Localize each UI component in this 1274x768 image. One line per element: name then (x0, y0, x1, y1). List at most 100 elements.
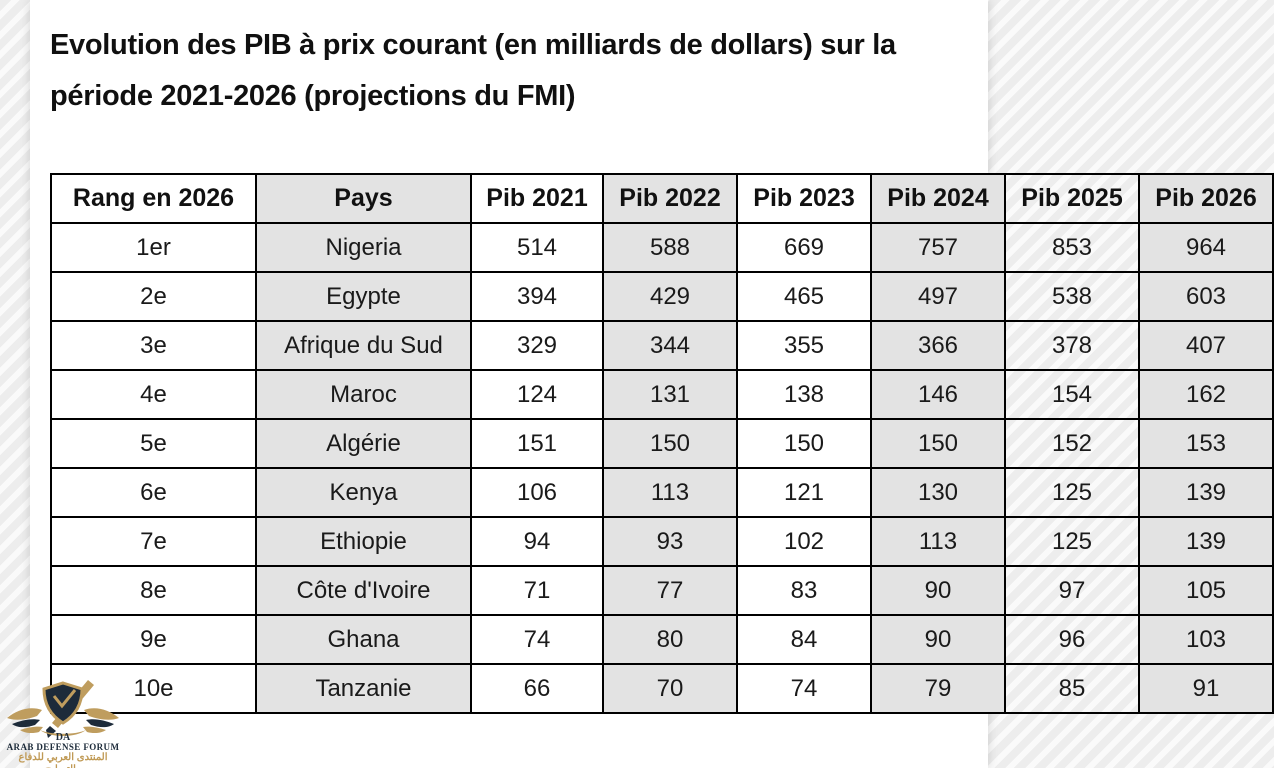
cell-gdp-value: 964 (1138, 222, 1274, 273)
cell-country: Egypte (255, 271, 472, 322)
page-title-line2: période 2021-2026 (projections du FMI) (50, 80, 576, 112)
forum-name: ARAB DEFENSE FORUM (6, 742, 120, 752)
cell-gdp-value: 66 (470, 663, 604, 714)
cell-gdp-value: 138 (736, 369, 872, 420)
cell-rank: 8e (50, 565, 257, 616)
cell-gdp-value: 77 (602, 565, 738, 616)
cell-gdp-value: 94 (470, 516, 604, 567)
cell-gdp-value: 757 (870, 222, 1006, 273)
cell-gdp-value: 150 (602, 418, 738, 469)
cell-gdp-value: 150 (736, 418, 872, 469)
table-header: Rang en 2026 Pays Pib 2021 Pib 2022 Pib 2023… (50, 173, 1274, 224)
column-header-pib-2021: Pib 2021 (470, 173, 604, 224)
cell-gdp-value: 538 (1004, 271, 1140, 322)
column-header-pib-2022: Pib 2022 (602, 173, 738, 224)
header-row: Rang en 2026 Pays Pib 2021 Pib 2022 Pib 2023… (50, 173, 1274, 224)
cell-gdp-value: 153 (1138, 418, 1274, 469)
forum-logo-icon: DA (7, 680, 119, 742)
cell-gdp-value: 84 (736, 614, 872, 665)
table-row: 10e Tanzanie 66 70 74 79 85 91 (50, 663, 1274, 714)
column-header-pib-2023: Pib 2023 (736, 173, 872, 224)
gdp-table: Rang en 2026 Pays Pib 2021 Pib 2022 Pib 2023… (50, 173, 1274, 714)
cell-country: Côte d'Ivoire (255, 565, 472, 616)
cell-rank: 4e (50, 369, 257, 420)
cell-gdp-value: 366 (870, 320, 1006, 371)
cell-gdp-value: 152 (1004, 418, 1140, 469)
cell-rank: 5e (50, 418, 257, 469)
cell-rank: 6e (50, 467, 257, 518)
cell-gdp-value: 588 (602, 222, 738, 273)
cell-gdp-value: 407 (1138, 320, 1274, 371)
cell-gdp-value: 146 (870, 369, 1006, 420)
cell-gdp-value: 329 (470, 320, 604, 371)
cell-country: Ethiopie (255, 516, 472, 567)
cell-gdp-value: 102 (736, 516, 872, 567)
forum-name-arabic: المنتدى العربي للدفاع والتسليح (18, 752, 108, 768)
cell-gdp-value: 105 (1138, 565, 1274, 616)
cell-gdp-value: 378 (1004, 320, 1140, 371)
cell-gdp-value: 514 (470, 222, 604, 273)
cell-gdp-value: 85 (1004, 663, 1140, 714)
cell-gdp-value: 80 (602, 614, 738, 665)
forum-watermark: DA ARAB DEFENSE FORUM المنتدى العربي للد… (2, 680, 124, 768)
cell-country: Algérie (255, 418, 472, 469)
cell-gdp-value: 79 (870, 663, 1006, 714)
page-title-line1: Evolution des PIB à prix courant (en mil… (50, 29, 896, 61)
cell-gdp-value: 103 (1138, 614, 1274, 665)
table-row: 2e Egypte 394 429 465 497 538 603 (50, 271, 1274, 322)
cell-gdp-value: 113 (602, 467, 738, 518)
cell-country: Maroc (255, 369, 472, 420)
left-wing-icon (7, 708, 42, 720)
cell-gdp-value: 83 (736, 565, 872, 616)
column-header-pib-2024: Pib 2024 (870, 173, 1006, 224)
cell-gdp-value: 93 (602, 516, 738, 567)
cell-gdp-value: 603 (1138, 271, 1274, 322)
cell-gdp-value: 131 (602, 369, 738, 420)
cell-gdp-value: 125 (1004, 467, 1140, 518)
cell-rank: 1er (50, 222, 257, 273)
cell-gdp-value: 394 (470, 271, 604, 322)
cell-gdp-value: 429 (602, 271, 738, 322)
cell-gdp-value: 344 (602, 320, 738, 371)
cell-rank: 9e (50, 614, 257, 665)
cell-gdp-value: 74 (736, 663, 872, 714)
column-header-rang-en-2026: Rang en 2026 (50, 173, 257, 224)
column-header-pib-2025: Pib 2025 (1004, 173, 1140, 224)
table-row: 4e Maroc 124 131 138 146 154 162 (50, 369, 1274, 420)
cell-gdp-value: 355 (736, 320, 872, 371)
cell-gdp-value: 90 (870, 565, 1006, 616)
cell-gdp-value: 497 (870, 271, 1006, 322)
cell-gdp-value: 91 (1138, 663, 1274, 714)
cell-gdp-value: 853 (1004, 222, 1140, 273)
cell-gdp-value: 150 (870, 418, 1006, 469)
monogram-text: DA (56, 732, 71, 742)
cell-gdp-value: 130 (870, 467, 1006, 518)
table-row: 1er Nigeria 514 588 669 757 853 964 (50, 222, 1274, 273)
cell-gdp-value: 90 (870, 614, 1006, 665)
right-wing-icon (84, 708, 119, 720)
cell-gdp-value: 151 (470, 418, 604, 469)
cell-gdp-value: 121 (736, 467, 872, 518)
table-row: 6e Kenya 106 113 121 130 125 139 (50, 467, 1274, 518)
cell-gdp-value: 71 (470, 565, 604, 616)
cell-gdp-value: 139 (1138, 467, 1274, 518)
cell-gdp-value: 70 (602, 663, 738, 714)
cell-gdp-value: 154 (1004, 369, 1140, 420)
cell-rank: 7e (50, 516, 257, 567)
cell-country: Kenya (255, 467, 472, 518)
column-header-pays: Pays (255, 173, 472, 224)
cell-gdp-value: 96 (1004, 614, 1140, 665)
cell-country: Tanzanie (255, 663, 472, 714)
cell-gdp-value: 124 (470, 369, 604, 420)
cell-gdp-value: 106 (470, 467, 604, 518)
page-title: Evolution des PIB à prix courant (en mil… (50, 20, 970, 122)
column-header-pib-2026: Pib 2026 (1138, 173, 1274, 224)
cell-gdp-value: 125 (1004, 516, 1140, 567)
cell-gdp-value: 139 (1138, 516, 1274, 567)
cell-gdp-value: 465 (736, 271, 872, 322)
cell-gdp-value: 113 (870, 516, 1006, 567)
cell-gdp-value: 669 (736, 222, 872, 273)
cell-country: Ghana (255, 614, 472, 665)
cell-country: Afrique du Sud (255, 320, 472, 371)
